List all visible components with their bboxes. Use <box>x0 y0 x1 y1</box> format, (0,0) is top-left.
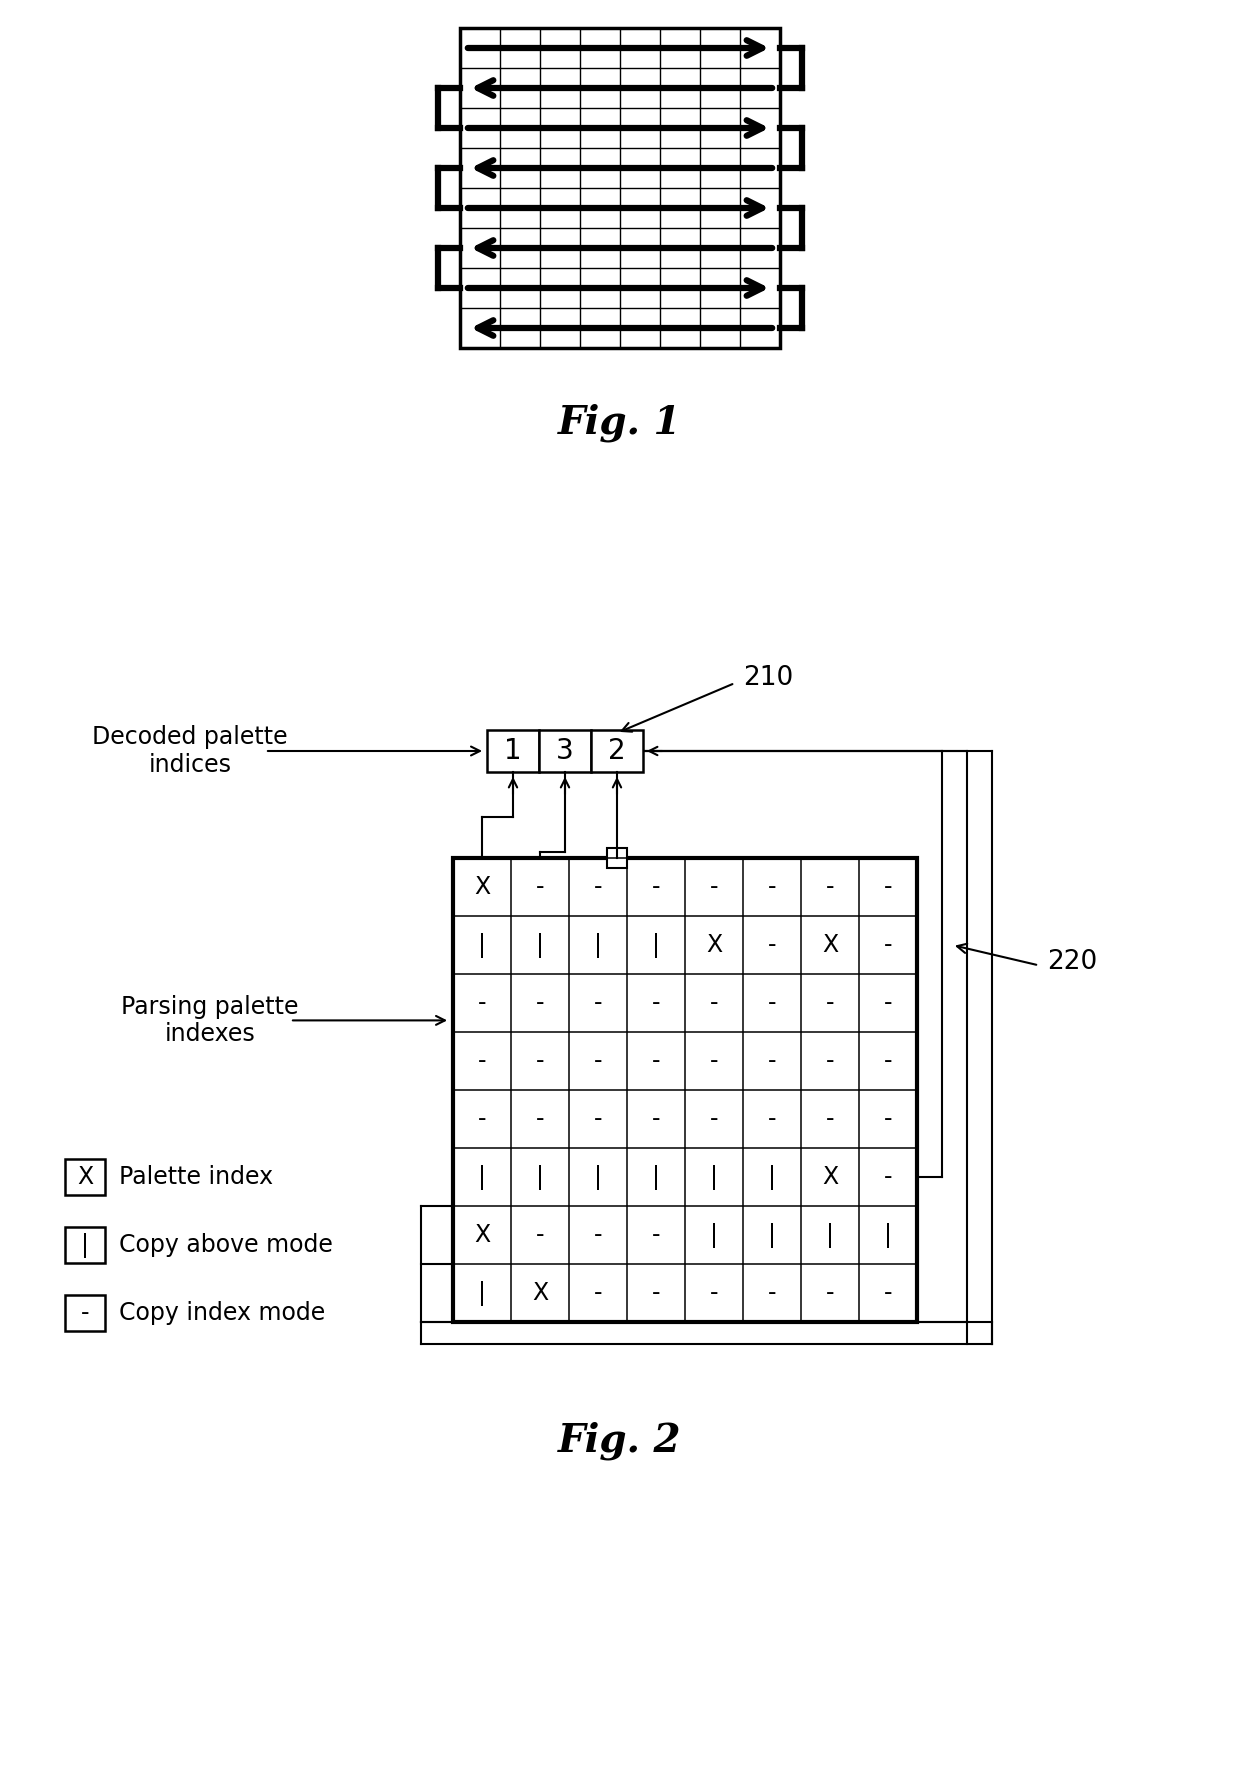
Text: X: X <box>822 1165 838 1188</box>
Text: -: - <box>652 1107 660 1132</box>
Text: |: | <box>81 1233 89 1257</box>
Text: -: - <box>594 1048 603 1073</box>
Text: X: X <box>706 933 722 956</box>
Text: |: | <box>711 1165 718 1190</box>
Text: -: - <box>768 1107 776 1132</box>
Text: |: | <box>711 1222 718 1247</box>
Text: -: - <box>884 1107 893 1132</box>
Text: 3: 3 <box>556 737 574 765</box>
Text: -: - <box>477 1107 486 1132</box>
Text: -: - <box>536 992 544 1015</box>
Text: -: - <box>884 1280 893 1305</box>
Text: |: | <box>884 1222 892 1247</box>
Text: -: - <box>652 992 660 1015</box>
Text: Palette index: Palette index <box>119 1165 273 1188</box>
Text: 220: 220 <box>1047 949 1097 976</box>
Bar <box>453 857 918 1321</box>
Text: Fig. 1: Fig. 1 <box>558 404 682 441</box>
Text: -: - <box>594 1280 603 1305</box>
Text: -: - <box>594 1107 603 1132</box>
Text: Copy above mode: Copy above mode <box>119 1233 332 1257</box>
Text: -: - <box>884 1048 893 1073</box>
Text: |: | <box>536 933 544 958</box>
Bar <box>64 1295 105 1332</box>
Text: -: - <box>709 992 718 1015</box>
Bar <box>460 28 780 347</box>
Text: |: | <box>652 933 660 958</box>
Text: -: - <box>768 933 776 956</box>
Text: Decoded palette
indices: Decoded palette indices <box>92 724 288 777</box>
Text: -: - <box>768 875 776 900</box>
Text: -: - <box>652 875 660 900</box>
Text: -: - <box>594 875 603 900</box>
Text: Parsing palette
indexes: Parsing palette indexes <box>122 995 299 1047</box>
Text: X: X <box>532 1280 548 1305</box>
Text: -: - <box>652 1280 660 1305</box>
Text: -: - <box>594 1224 603 1247</box>
Text: -: - <box>536 1107 544 1132</box>
Text: 210: 210 <box>743 664 794 691</box>
Text: |: | <box>826 1222 835 1247</box>
Text: -: - <box>594 992 603 1015</box>
Text: |: | <box>768 1165 776 1190</box>
Text: -: - <box>709 1107 718 1132</box>
Text: -: - <box>884 992 893 1015</box>
Text: |: | <box>477 1280 486 1305</box>
Text: -: - <box>536 1048 544 1073</box>
Text: -: - <box>826 1280 835 1305</box>
Bar <box>487 730 539 772</box>
Text: -: - <box>768 992 776 1015</box>
Text: |: | <box>477 1165 486 1190</box>
Text: X: X <box>474 875 490 900</box>
Text: Copy index mode: Copy index mode <box>119 1302 325 1325</box>
Text: Fig. 2: Fig. 2 <box>558 1422 682 1461</box>
Text: |: | <box>768 1222 776 1247</box>
Bar <box>64 1158 105 1195</box>
Bar <box>539 730 591 772</box>
Text: -: - <box>709 1280 718 1305</box>
Text: |: | <box>594 1165 601 1190</box>
Text: -: - <box>652 1224 660 1247</box>
Text: -: - <box>826 1048 835 1073</box>
Text: -: - <box>81 1302 89 1325</box>
Text: -: - <box>477 1048 486 1073</box>
Text: |: | <box>594 933 601 958</box>
Text: X: X <box>822 933 838 956</box>
Text: -: - <box>768 1048 776 1073</box>
Text: -: - <box>768 1280 776 1305</box>
Text: -: - <box>826 1107 835 1132</box>
Text: -: - <box>652 1048 660 1073</box>
Text: X: X <box>77 1165 93 1188</box>
Bar <box>591 730 644 772</box>
Text: -: - <box>477 992 486 1015</box>
Text: -: - <box>884 1165 893 1188</box>
Text: -: - <box>709 1048 718 1073</box>
Bar <box>64 1227 105 1263</box>
Text: 1: 1 <box>505 737 522 765</box>
Text: -: - <box>826 875 835 900</box>
Bar <box>608 848 627 868</box>
Text: -: - <box>884 875 893 900</box>
Text: 2: 2 <box>608 737 626 765</box>
Text: -: - <box>536 1224 544 1247</box>
Text: -: - <box>536 875 544 900</box>
Text: |: | <box>652 1165 660 1190</box>
Text: -: - <box>826 992 835 1015</box>
Text: -: - <box>884 933 893 956</box>
Text: X: X <box>474 1224 490 1247</box>
Text: |: | <box>477 933 486 958</box>
Text: |: | <box>536 1165 544 1190</box>
Text: -: - <box>709 875 718 900</box>
